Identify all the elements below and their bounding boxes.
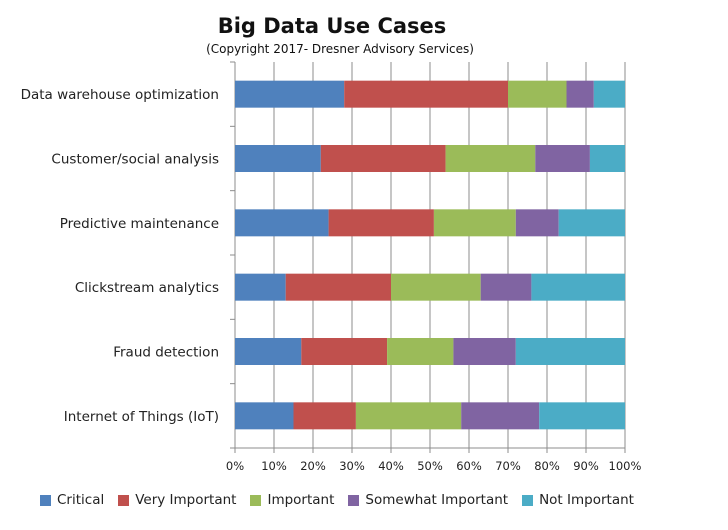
- x-tick-label: 100%: [609, 459, 642, 473]
- legend-label: Critical: [57, 492, 105, 508]
- bar-segment-very-important: [301, 338, 388, 365]
- x-tick-labels: 0% 10% 20% 30% 40% 50% 60% 70% 80% 90% 100%: [226, 459, 642, 473]
- bar-segment-important: [387, 338, 454, 365]
- legend-label: Somewhat Important: [365, 492, 509, 508]
- bar-segment-somewhat-important: [480, 273, 532, 301]
- x-tick-label: 30%: [339, 459, 365, 473]
- legend: Critical Very Important Important Somewhat …: [40, 492, 648, 508]
- bar-segment-critical: [235, 273, 286, 301]
- bar-segment-somewhat-important: [453, 338, 516, 365]
- category-label: Internet of Things (IoT): [64, 409, 219, 425]
- x-tick-label: 40%: [378, 459, 404, 473]
- bar-segment-critical: [235, 80, 345, 108]
- bar-segment-critical: [235, 145, 321, 172]
- legend-swatch: [522, 494, 534, 506]
- bar-segment-not-important: [515, 338, 625, 365]
- category-label: Customer/social analysis: [51, 152, 219, 168]
- chart-title: Big Data Use Cases: [217, 14, 447, 38]
- legend-item: Important: [250, 492, 334, 508]
- gridlines: [273, 62, 626, 448]
- category-label: Fraud detection: [113, 345, 219, 361]
- chart-subtitle: (Copyright 2017- Dresner Advisory Servic…: [206, 42, 474, 56]
- bar-segment-not-important: [589, 145, 625, 172]
- legend-item: Critical: [40, 492, 104, 508]
- x-tick-label: 70%: [495, 459, 521, 473]
- legend-item: Somewhat Important: [348, 492, 508, 508]
- bar-segment-very-important: [293, 402, 356, 430]
- bar-segment-important: [355, 402, 462, 430]
- x-tick-label: 0%: [226, 459, 244, 473]
- category-label: Predictive maintenance: [60, 216, 219, 232]
- bar-segment-not-important: [539, 402, 625, 430]
- bar-segment-somewhat-important: [535, 145, 590, 172]
- bar-segment-important: [445, 145, 536, 172]
- x-tick-label: 50%: [417, 459, 443, 473]
- legend-swatch: [250, 494, 262, 506]
- bar-segment-very-important: [328, 209, 434, 237]
- bar-segment-very-important: [285, 273, 391, 301]
- legend-label: Important: [267, 492, 335, 508]
- x-tick-label: 20%: [300, 459, 326, 473]
- category-labels: Data warehouse optimization Customer/soci…: [21, 87, 219, 425]
- legend-label: Not Important: [539, 492, 634, 508]
- category-label: Clickstream analytics: [75, 280, 219, 296]
- bar-segment-not-important: [593, 80, 625, 108]
- bar-segment-important: [433, 209, 516, 237]
- category-label: Data warehouse optimization: [21, 87, 219, 103]
- bar-segment-critical: [235, 402, 294, 430]
- bars: [235, 80, 625, 430]
- bar-segment-somewhat-important: [461, 402, 540, 430]
- legend-swatch: [40, 494, 51, 506]
- x-tick-label: 80%: [534, 459, 560, 473]
- bar-segment-very-important: [320, 145, 446, 172]
- x-tick-label: 10%: [261, 459, 287, 473]
- axes: [230, 61, 626, 453]
- legend-item: Very Important: [118, 492, 236, 508]
- bar-segment-not-important: [531, 273, 625, 301]
- bar-segment-critical: [235, 338, 302, 365]
- legend-item: Not Important: [522, 492, 634, 508]
- bar-segment-critical: [235, 209, 329, 237]
- legend-swatch: [118, 494, 130, 506]
- bar-segment-important: [508, 80, 567, 108]
- bar-segment-important: [391, 273, 481, 301]
- bar-segment-somewhat-important: [515, 209, 559, 237]
- legend-swatch: [348, 494, 360, 506]
- legend-label: Very Important: [135, 492, 237, 508]
- bar-segment-not-important: [558, 209, 625, 237]
- x-tick-label: 90%: [573, 459, 599, 473]
- bar-segment-very-important: [344, 80, 508, 108]
- x-tick-label: 60%: [456, 459, 482, 473]
- bar-segment-somewhat-important: [566, 80, 594, 108]
